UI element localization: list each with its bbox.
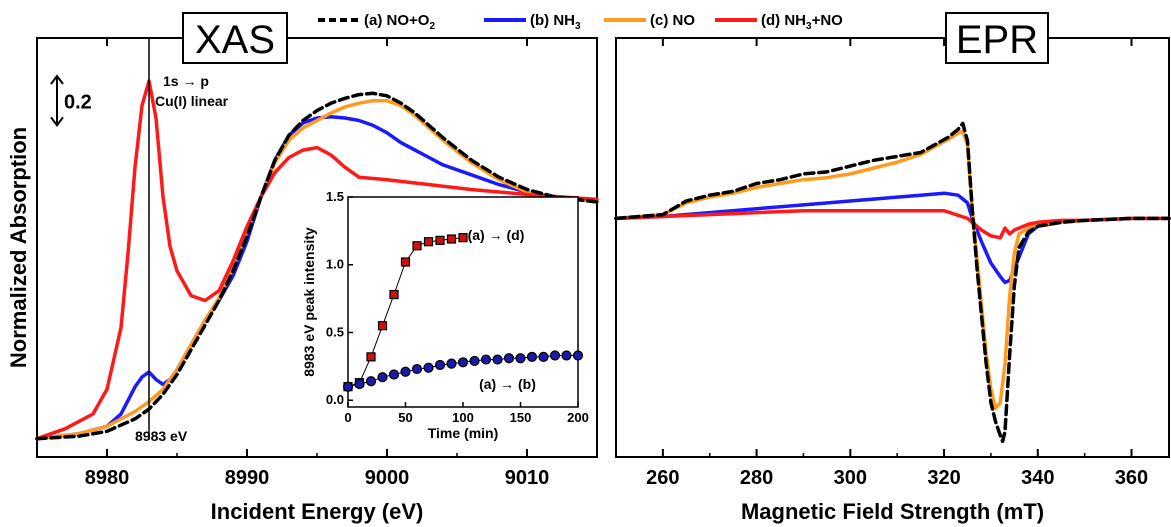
inset-point-circle bbox=[377, 372, 388, 383]
inset-point-square bbox=[389, 289, 399, 300]
x-tick-label-1-0: 260 bbox=[646, 467, 679, 489]
epr-series-group bbox=[614, 121, 1171, 444]
series-line-1-b bbox=[614, 191, 1171, 285]
xas-panel-label-box: XAS bbox=[182, 12, 288, 64]
legend: (a) NO+O2 (b) NH3 (c) NO (d) NH3+NO bbox=[318, 12, 843, 32]
inset-frame bbox=[347, 196, 579, 408]
epr-x-ticks: 260 280 300 320 340 360 bbox=[615, 38, 1148, 489]
transition-label: 1s → p bbox=[163, 73, 209, 89]
scale-bar-arrow-top bbox=[50, 74, 64, 85]
inset-point-circle bbox=[388, 369, 400, 380]
inset-point-circle bbox=[492, 354, 503, 365]
series-line-0-d bbox=[35, 79, 599, 441]
xas-y-axis-title: Normalized Absorption bbox=[6, 127, 31, 368]
legend-label-a: (a) NO+O2 bbox=[364, 12, 435, 32]
inset-point-circle bbox=[434, 359, 446, 371]
inset-point-circle bbox=[538, 351, 549, 362]
inset-series-label-1: (a) → (b) bbox=[479, 376, 536, 392]
inset-y-tick-label-2: 1.0 bbox=[326, 257, 344, 272]
inset-point-circle bbox=[446, 358, 457, 369]
series-line-1-d bbox=[614, 208, 1171, 240]
inset-point-circle bbox=[354, 378, 365, 390]
xas-series-group bbox=[35, 79, 599, 441]
x-tick-label-1-2: 300 bbox=[834, 467, 867, 489]
energy-marker-label: 8983 eV bbox=[135, 428, 188, 444]
inset-point-circle bbox=[515, 353, 526, 364]
scale-bar bbox=[50, 74, 64, 127]
inset-y-tick-label-1: 0.5 bbox=[326, 324, 344, 339]
inset-point-circle bbox=[572, 350, 584, 361]
x-tick-label-1-4: 340 bbox=[1021, 467, 1054, 489]
scale-bar-label: 0.2 bbox=[64, 92, 92, 114]
inset-x-tick-label-0: 0 bbox=[344, 410, 351, 425]
x-tick-label-0-3: 9010 bbox=[505, 467, 550, 489]
species-label: Cu(I) linear bbox=[155, 93, 229, 109]
inset-y-tick-label-0: 0.0 bbox=[326, 392, 344, 407]
inset-point-circle bbox=[561, 350, 572, 361]
inset-y-tick-label-3: 1.5 bbox=[326, 189, 344, 204]
x-tick-label-0-1: 8990 bbox=[225, 467, 270, 489]
inset-x-tick-label-1: 50 bbox=[398, 410, 412, 425]
inset-point-circle bbox=[365, 376, 377, 387]
x-tick-label-1-1: 280 bbox=[740, 467, 773, 489]
series-line-1-c bbox=[614, 129, 1171, 411]
inset-point-square bbox=[377, 321, 388, 331]
scale-bar-arrow-bottom bbox=[50, 116, 64, 127]
inset-point-circle bbox=[526, 351, 538, 362]
xas-panel: 8980 8990 9000 9010 Incident Energy (eV) No… bbox=[6, 12, 599, 524]
x-tick-label-0-0: 8980 bbox=[85, 467, 130, 489]
xas-panel-label: XAS bbox=[195, 18, 275, 62]
inset-plot: 0 50 100 150 200 0.0 0.5 1.0 1.5 Time (min) 8983 e… bbox=[301, 189, 589, 441]
xas-x-axis-title: Incident Energy (eV) bbox=[211, 499, 424, 524]
inset-point-circle bbox=[342, 381, 354, 392]
epr-panel-label: EPR bbox=[956, 18, 1038, 62]
epr-panel-label-box: EPR bbox=[945, 12, 1049, 64]
inset-x-tick-label-4: 200 bbox=[567, 410, 589, 425]
legend-label-d: (d) NH3+NO bbox=[761, 12, 843, 32]
inset-point-circle bbox=[457, 357, 469, 368]
epr-panel: 260 280 300 320 340 360 Magnetic Field Streng… bbox=[614, 12, 1171, 524]
series-line-0-a bbox=[35, 91, 599, 441]
inset-point-square bbox=[435, 235, 445, 245]
inset-x-tick-label-2: 100 bbox=[452, 410, 474, 425]
inset-point-circle bbox=[469, 355, 480, 367]
inset-point-square bbox=[366, 352, 376, 362]
inset-y-axis-title: 8983 eV peak intensity bbox=[301, 227, 317, 377]
inset-point-circle bbox=[503, 353, 515, 364]
x-tick-label-0-2: 9000 bbox=[365, 467, 410, 489]
legend-label-c: (c) NO bbox=[650, 12, 695, 29]
epr-plot-frame bbox=[615, 37, 1170, 458]
xas-annotations: 1s → p Cu(I) linear 8983 eV 0.2 bbox=[50, 38, 229, 444]
series-line-0-c bbox=[35, 98, 599, 441]
inset-point-circle bbox=[400, 366, 411, 377]
inset-point-circle bbox=[480, 354, 492, 365]
inset-point-circle bbox=[549, 350, 561, 361]
series-line-1-a bbox=[614, 121, 1171, 444]
inset-point-circle bbox=[411, 363, 423, 375]
inset-point-square bbox=[412, 241, 422, 251]
inset-point-square bbox=[423, 237, 434, 247]
inset-point-square bbox=[446, 234, 457, 244]
legend-label-b: (b) NH3 bbox=[530, 12, 581, 32]
inset-point-square bbox=[400, 257, 411, 267]
inset-point-square bbox=[458, 233, 468, 243]
inset-series-label-0: (a) → (d) bbox=[468, 227, 525, 243]
inset-x-tick-label-3: 150 bbox=[510, 410, 532, 425]
inset-point-circle bbox=[423, 362, 434, 373]
x-tick-label-1-3: 320 bbox=[927, 467, 960, 489]
inset-x-axis-title: Time (min) bbox=[428, 425, 499, 441]
epr-x-axis-title: Magnetic Field Strength (mT) bbox=[741, 499, 1044, 524]
x-tick-label-1-5: 360 bbox=[1115, 467, 1148, 489]
